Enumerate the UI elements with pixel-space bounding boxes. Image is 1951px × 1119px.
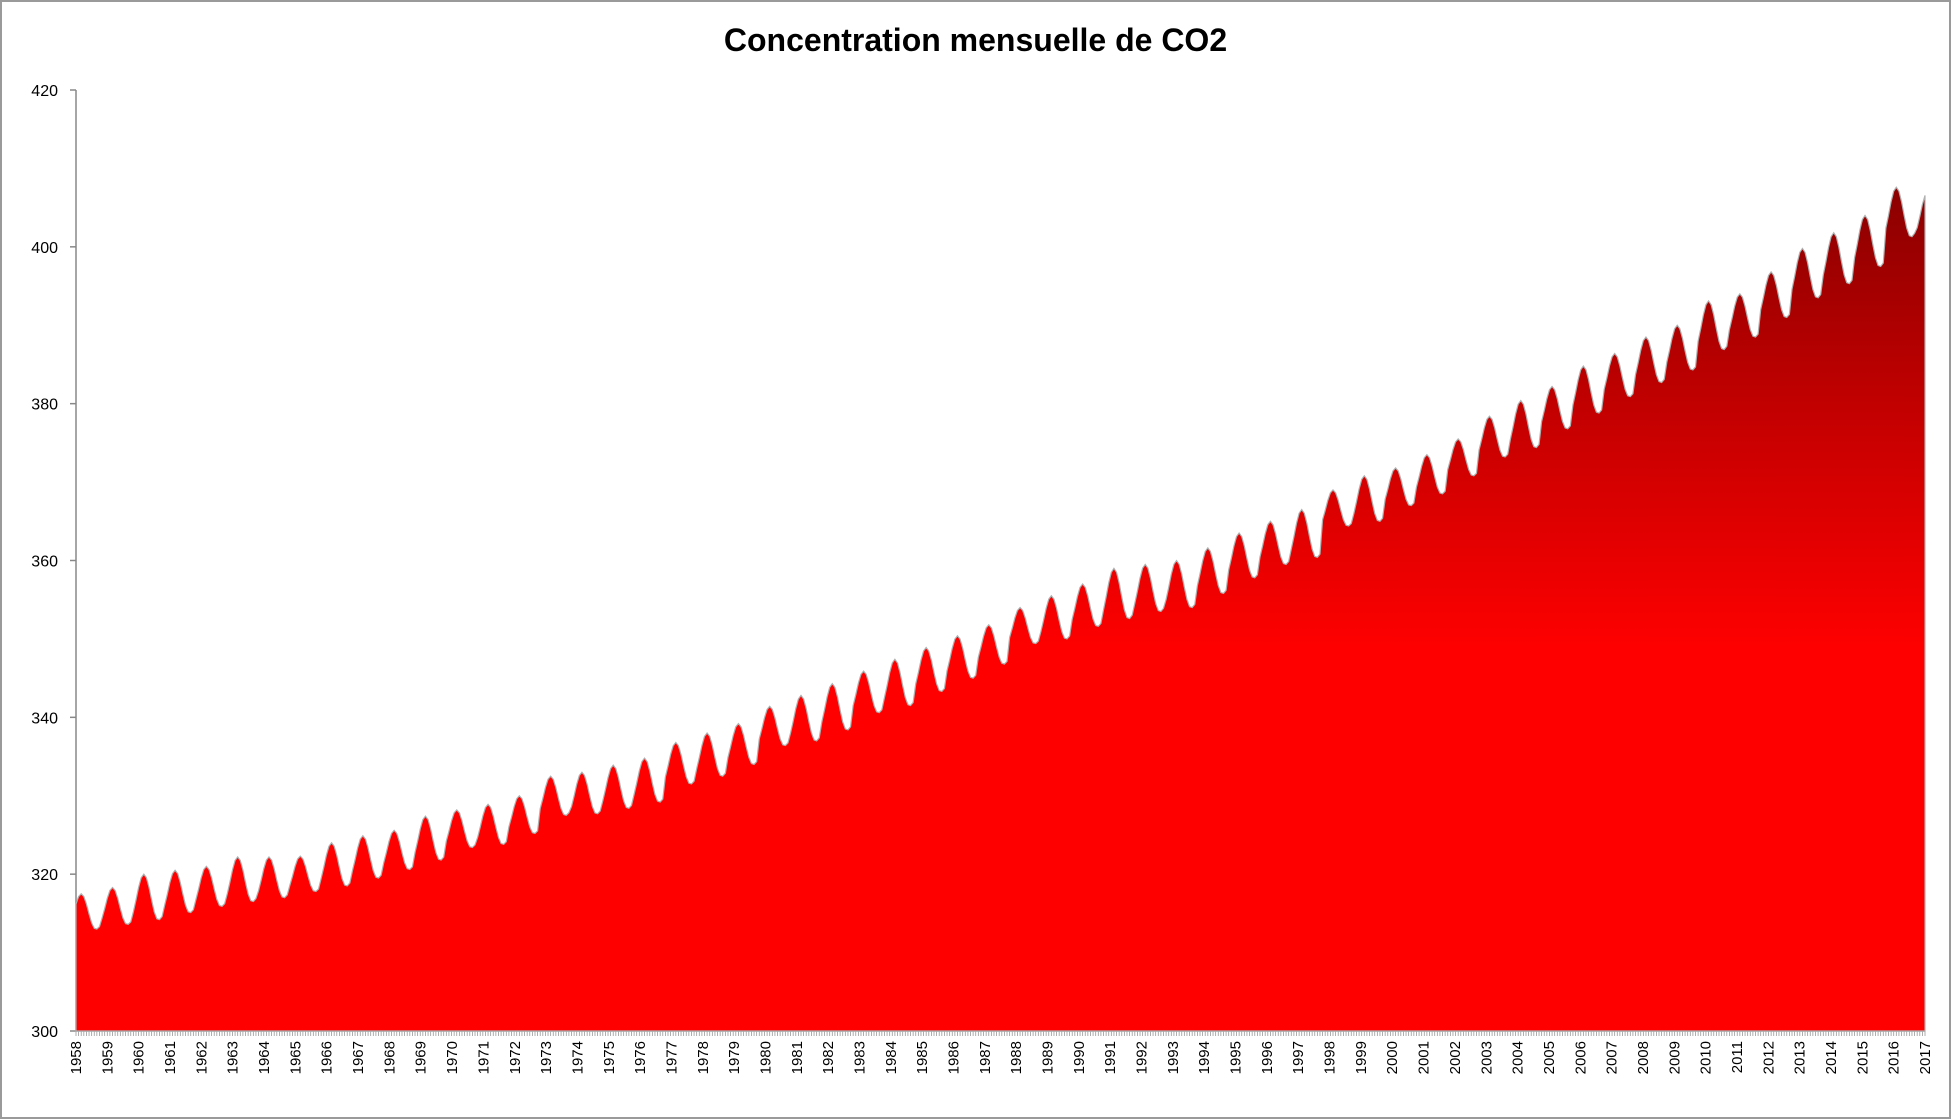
x-tick-label: 1967 (350, 1041, 367, 1074)
x-tick-label: 1998 (1322, 1041, 1339, 1074)
x-tick-label: 2015 (1854, 1041, 1871, 1074)
x-tick-label: 1966 (319, 1041, 336, 1074)
x-tick-label: 2005 (1541, 1041, 1558, 1074)
chart-title: Concentration mensuelle de CO2 (723, 22, 1228, 58)
x-tick-label: 2003 (1478, 1041, 1495, 1074)
x-tick-label: 1999 (1353, 1041, 1370, 1074)
x-tick-label: 2009 (1666, 1041, 1683, 1074)
x-tick-label: 1981 (789, 1041, 806, 1074)
x-tick-label: 1979 (726, 1041, 743, 1074)
x-tick-label: 2008 (1635, 1041, 1652, 1074)
x-tick-label: 1983 (851, 1041, 868, 1074)
x-tick-label: 1994 (1196, 1041, 1213, 1074)
x-tick-label: 1960 (131, 1041, 148, 1074)
x-tick-label: 2011 (1729, 1041, 1746, 1073)
x-tick-label: 1996 (1259, 1041, 1276, 1074)
x-tick-label: 1978 (695, 1041, 712, 1074)
x-tick-label: 1985 (914, 1041, 931, 1074)
y-tick-label: 380 (31, 397, 58, 414)
x-tick-label: 2010 (1698, 1041, 1715, 1074)
x-tick-label: 1986 (945, 1041, 962, 1074)
x-tick-label: 1997 (1290, 1041, 1307, 1074)
x-tick-label: 2017 (1917, 1041, 1934, 1074)
x-tick-label: 1963 (225, 1041, 242, 1074)
x-tick-label: 2006 (1572, 1041, 1589, 1074)
x-tick-label: 2002 (1447, 1041, 1464, 1074)
x-tick-label: 1965 (287, 1041, 304, 1074)
x-tick-label: 1975 (601, 1041, 618, 1074)
x-tick-label: 1974 (569, 1041, 586, 1074)
x-tick-label: 1988 (1008, 1041, 1025, 1074)
x-tick-label: 2007 (1604, 1041, 1621, 1074)
x-tick-label: 1989 (1040, 1041, 1057, 1074)
x-tick-label: 1977 (663, 1041, 680, 1074)
x-tick-label: 1987 (977, 1041, 994, 1074)
x-tick-label: 1964 (256, 1041, 273, 1074)
co2-area-series (75, 186, 1926, 1032)
x-tick-label: 2013 (1792, 1041, 1809, 1074)
x-tick-label: 1984 (883, 1041, 900, 1074)
x-tick-label: 1968 (381, 1041, 398, 1074)
x-tick-label: 1992 (1134, 1041, 1151, 1074)
x-tick-label: 2000 (1384, 1041, 1401, 1074)
y-tick-label: 340 (31, 710, 58, 727)
x-tick-label: 1969 (413, 1041, 430, 1074)
x-tick-label: 1961 (162, 1041, 179, 1074)
x-tick-label: 1972 (507, 1041, 524, 1074)
x-tick-label: 1995 (1228, 1041, 1245, 1074)
x-tick-label: 1973 (538, 1041, 555, 1074)
y-tick-label: 300 (31, 1024, 58, 1041)
x-tick-label: 1970 (444, 1041, 461, 1074)
x-tick-label: 1976 (632, 1041, 649, 1074)
y-tick-label: 320 (31, 867, 58, 884)
x-tick-label: 1971 (475, 1041, 492, 1074)
x-tick-label: 2014 (1823, 1041, 1840, 1074)
x-tick-label: 2004 (1510, 1041, 1527, 1074)
x-tick-label: 1958 (68, 1041, 85, 1074)
x-tick-label: 1993 (1165, 1041, 1182, 1074)
y-axis: 300 320 340 360 380 400 420 (31, 83, 77, 1041)
x-tick-label: 2012 (1760, 1041, 1777, 1074)
x-axis: 1958 1959 1960 1961 1962 1963 1964 1965 1966 1967… (68, 1030, 1934, 1074)
x-tick-label: 1980 (757, 1041, 774, 1074)
y-tick-label: 400 (31, 240, 58, 257)
x-tick-label: 1962 (193, 1041, 210, 1074)
y-tick-label: 360 (31, 554, 58, 571)
x-tick-label: 1991 (1102, 1041, 1119, 1074)
y-tick-label: 420 (31, 83, 58, 100)
x-tick-label: 1990 (1071, 1041, 1088, 1074)
x-tick-label: 1959 (99, 1041, 116, 1074)
x-tick-label: 1982 (820, 1041, 837, 1074)
x-tick-label: 2016 (1886, 1041, 1903, 1074)
plot-area (75, 186, 1926, 1032)
x-tick-label: 2001 (1416, 1041, 1433, 1074)
